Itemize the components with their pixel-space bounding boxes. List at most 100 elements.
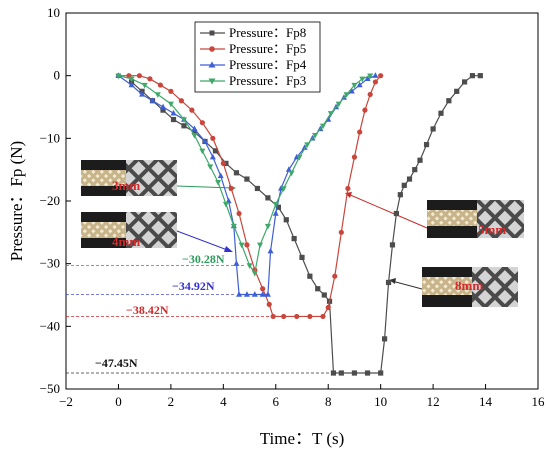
- inset-label-4mm: 4mm: [112, 234, 140, 249]
- data-point: [351, 82, 358, 89]
- data-point: [348, 87, 355, 94]
- y-tick-label: 10: [47, 5, 60, 20]
- data-point: [178, 98, 184, 104]
- data-point: [259, 291, 266, 297]
- data-point: [228, 185, 234, 192]
- legend-item-fp8: Pressure：Fp8: [200, 25, 306, 40]
- data-point: [181, 117, 187, 123]
- x-tick-label: 2: [168, 394, 175, 409]
- data-point: [181, 123, 187, 129]
- pointer-4mm-arrow: [224, 246, 233, 252]
- data-point: [307, 273, 313, 279]
- data-point: [351, 154, 358, 160]
- data-point: [238, 242, 245, 249]
- data-point: [367, 91, 373, 98]
- data-point: [385, 279, 392, 286]
- data-point: [191, 125, 198, 132]
- x-tick-label: 0: [115, 394, 122, 409]
- data-point: [167, 101, 174, 108]
- data-point: [260, 286, 266, 292]
- data-point: [357, 129, 363, 135]
- data-point: [281, 313, 287, 320]
- pointer-8mm-arrow: [389, 278, 396, 284]
- inset-5mm: 5mm: [427, 200, 524, 238]
- data-point: [372, 72, 379, 78]
- data-point: [251, 270, 258, 277]
- data-point: [321, 292, 327, 298]
- anno-label-fp5: −38.42N: [126, 303, 169, 317]
- data-point: [201, 138, 208, 144]
- data-point: [296, 154, 303, 161]
- data-point: [212, 148, 219, 154]
- anno-label-fp3: −30.28N: [182, 252, 225, 266]
- data-point: [417, 157, 423, 163]
- data-point: [338, 370, 344, 376]
- data-point: [217, 172, 224, 179]
- data-point: [272, 201, 279, 208]
- y-tick-label: −20: [40, 193, 60, 208]
- data-point: [430, 126, 436, 132]
- inset-label-5mm: 5mm: [478, 222, 506, 237]
- data-point: [285, 166, 292, 172]
- data-point: [191, 129, 198, 135]
- pointer-3mm: [176, 185, 234, 189]
- data-point: [267, 247, 274, 254]
- data-point: [215, 180, 222, 186]
- data-point: [233, 170, 240, 176]
- data-point: [160, 103, 167, 110]
- y-tick-label: 0: [54, 68, 61, 83]
- data-point: [233, 260, 240, 266]
- data-point: [356, 81, 363, 88]
- data-point: [257, 242, 264, 249]
- legend-label-fp4: Pressure：Fp4: [229, 57, 307, 72]
- data-point: [275, 204, 281, 210]
- data-point: [254, 185, 261, 192]
- inset-4mm: 4mm: [81, 212, 177, 249]
- data-point: [236, 210, 242, 217]
- data-point: [115, 73, 122, 80]
- data-point: [147, 76, 153, 82]
- data-point: [327, 111, 334, 117]
- y-tick-label: −40: [40, 318, 60, 333]
- data-point: [157, 82, 163, 88]
- data-point: [272, 210, 279, 216]
- series-line: [118, 75, 382, 318]
- data-point: [319, 123, 326, 130]
- data-point: [141, 82, 148, 89]
- data-point: [320, 313, 326, 320]
- data-point: [393, 210, 399, 217]
- data-point: [288, 170, 295, 177]
- y-tick-label: −10: [40, 130, 60, 145]
- pointer-5mm: [347, 193, 428, 229]
- data-point: [378, 73, 384, 79]
- data-point: [139, 91, 146, 97]
- inset-3mm: 3mm: [81, 160, 177, 196]
- data-point: [170, 116, 177, 123]
- pointer-8mm: [391, 280, 423, 290]
- anno-label-fp4: −34.92N: [172, 279, 215, 293]
- data-point: [378, 370, 384, 376]
- data-point: [469, 73, 476, 79]
- data-point: [291, 236, 297, 242]
- data-point: [362, 107, 368, 113]
- legend-item-fp4: Pressure：Fp4: [200, 57, 307, 72]
- data-point: [389, 242, 396, 248]
- x-tick-label: 10: [374, 394, 387, 409]
- data-point: [351, 370, 358, 376]
- x-tick-label: −2: [59, 394, 73, 409]
- x-tick-label: 12: [427, 394, 440, 409]
- inset-8mm: 8mm: [422, 267, 518, 307]
- data-point: [220, 160, 226, 166]
- data-point: [372, 79, 379, 85]
- data-point: [222, 201, 229, 208]
- x-tick-label: 16: [532, 394, 546, 409]
- data-point: [338, 229, 344, 235]
- data-point: [230, 223, 237, 230]
- legend-box: [194, 21, 321, 93]
- data-point: [294, 313, 300, 320]
- data-point: [265, 195, 271, 201]
- data-point: [477, 73, 483, 79]
- data-point: [335, 101, 342, 108]
- reference-lines: [66, 265, 334, 374]
- data-point: [454, 88, 460, 94]
